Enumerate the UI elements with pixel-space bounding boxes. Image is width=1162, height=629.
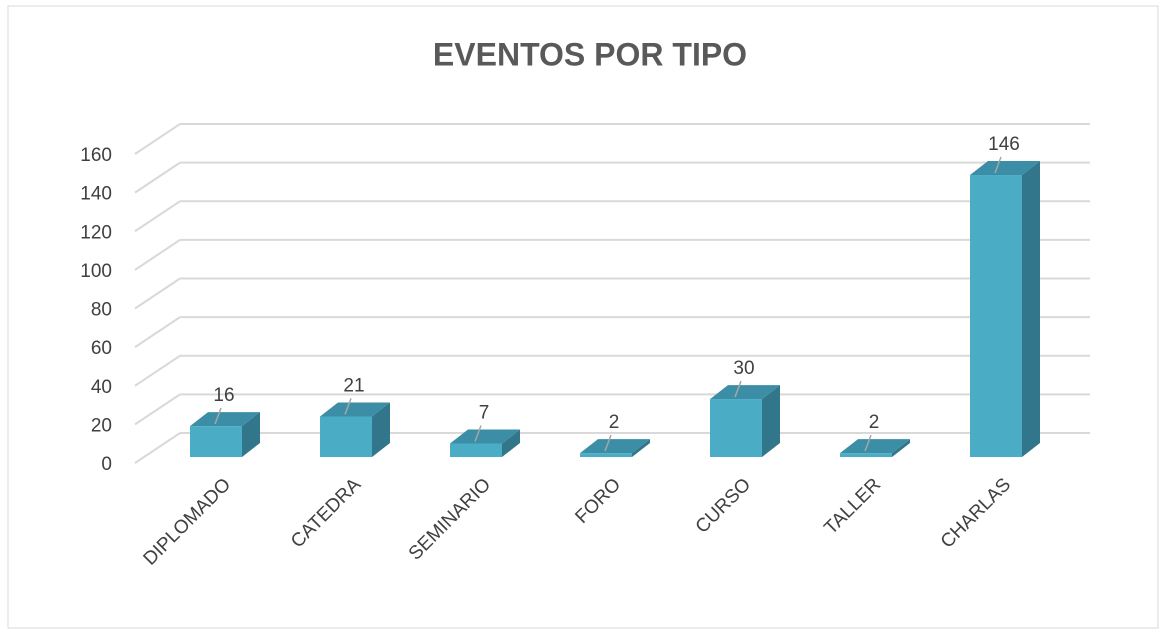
- bar: [450, 443, 502, 457]
- grid-line: [134, 354, 181, 387]
- bar-top: [190, 412, 260, 427]
- y-tick-label: 120: [80, 222, 112, 243]
- leader-line: [474, 425, 482, 442]
- y-tick-label: 100: [80, 261, 112, 282]
- grid-line: [134, 161, 181, 194]
- leader-line: [994, 156, 1002, 174]
- data-label: 146: [988, 134, 1020, 155]
- data-label: 2: [869, 412, 880, 433]
- bar-top: [840, 439, 910, 454]
- bar: [970, 175, 1022, 457]
- bar-side: [762, 385, 780, 457]
- y-tick-label: 0: [101, 454, 112, 475]
- grid-line: [134, 123, 181, 155]
- leader-line: [604, 434, 612, 452]
- data-label: 7: [479, 402, 490, 423]
- bar: [840, 453, 892, 457]
- data-label: 2: [609, 412, 620, 433]
- y-tick-label: 40: [91, 377, 112, 398]
- leader-line: [344, 398, 352, 415]
- bar-top: [970, 161, 1040, 176]
- leader-line: [864, 434, 872, 452]
- grid-line: [134, 432, 181, 464]
- y-tick-label: 140: [80, 184, 112, 205]
- data-label: 21: [343, 375, 364, 396]
- bar-top: [710, 385, 780, 400]
- leader-line: [734, 380, 742, 398]
- bar-side: [892, 439, 910, 457]
- chart-title: EVENTOS POR TIPO: [433, 36, 747, 72]
- y-tick-label: 60: [91, 338, 112, 359]
- bar-top: [580, 439, 650, 454]
- bar: [580, 453, 632, 457]
- bar-side: [242, 412, 260, 457]
- bar-top: [320, 402, 390, 417]
- grid-line: [134, 277, 181, 310]
- bar-side: [502, 429, 520, 457]
- grid-line: [134, 316, 181, 348]
- y-tick-label: 20: [91, 415, 112, 436]
- leader-line: [214, 407, 222, 425]
- bar-side: [1022, 161, 1040, 457]
- bar: [320, 416, 372, 457]
- grid-line: [134, 239, 181, 271]
- y-tick-label: 160: [80, 145, 112, 166]
- y-tick-label: 80: [91, 300, 112, 321]
- bar: [710, 399, 762, 457]
- grid-line: [134, 393, 181, 426]
- bar-side: [372, 402, 390, 457]
- data-label: 16: [213, 385, 234, 406]
- bar-side: [632, 439, 650, 457]
- data-label: 30: [733, 358, 754, 379]
- grid-line: [134, 200, 181, 233]
- bar: [190, 426, 242, 457]
- bar-top: [450, 429, 520, 444]
